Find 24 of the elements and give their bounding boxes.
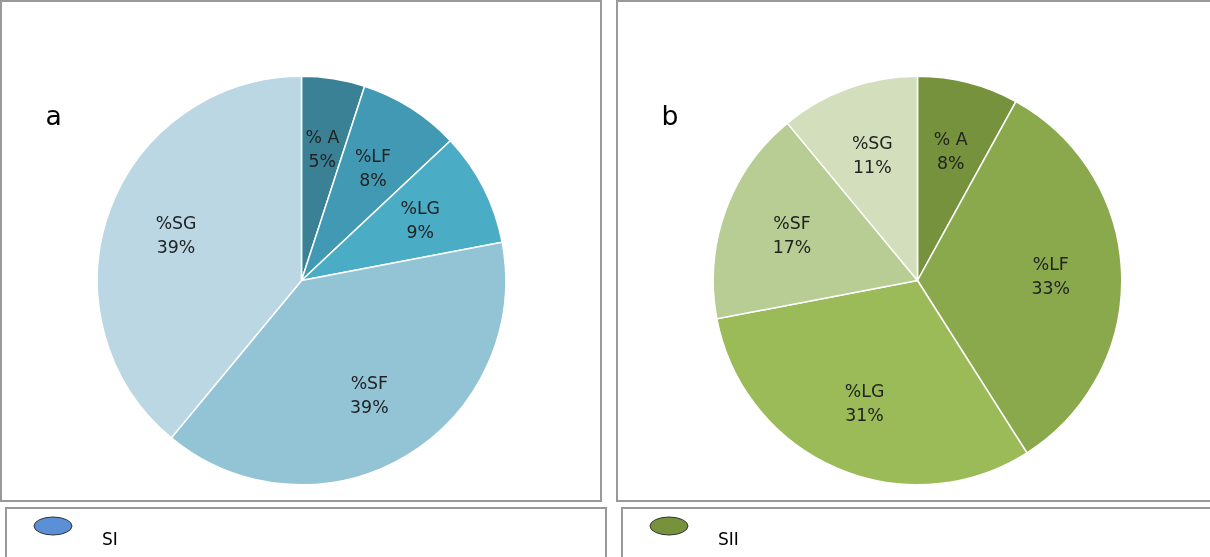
- data-label: 39%: [350, 397, 389, 418]
- data-label: 17%: [772, 237, 812, 258]
- slice-label: %SF: [773, 213, 811, 234]
- slice-label: %LF: [1032, 254, 1069, 275]
- slice-label: %LG: [844, 380, 885, 401]
- text: b: [661, 100, 679, 131]
- slice-label: %SF: [350, 373, 389, 394]
- slice-label: %SG: [155, 213, 197, 234]
- data-label: 31%: [845, 404, 884, 425]
- text: SII: [718, 528, 739, 551]
- text: a: [45, 100, 62, 131]
- slice-label: %SG: [851, 133, 893, 154]
- data-label: 11%: [853, 157, 892, 178]
- slice-label: %LG: [400, 197, 441, 218]
- data-label: 5%: [308, 150, 337, 171]
- data-label: 33%: [1031, 278, 1070, 299]
- data-label: 8%: [359, 169, 387, 190]
- slice-label: % A: [305, 126, 340, 147]
- slice-label: %LF: [354, 145, 391, 166]
- data-label: 39%: [156, 237, 196, 258]
- text: SI: [102, 528, 118, 551]
- data-label: 9%: [406, 221, 435, 242]
- data-label: 8%: [936, 153, 965, 174]
- slice-label: % A: [933, 129, 968, 150]
